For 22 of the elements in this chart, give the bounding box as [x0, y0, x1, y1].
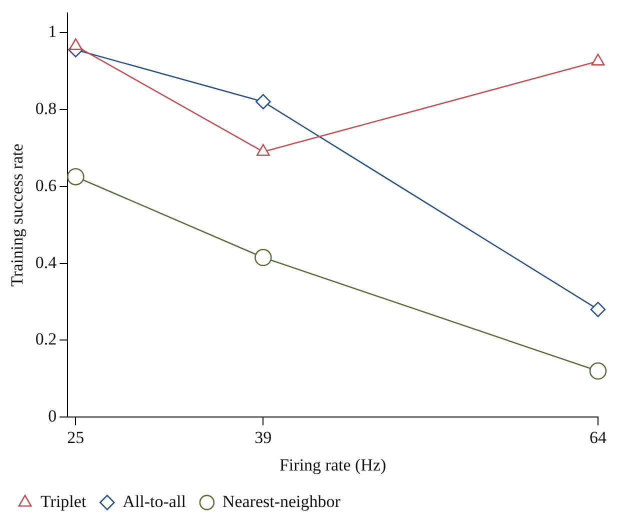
x-tick-label: 39	[254, 428, 272, 447]
y-tick-label: 0	[48, 406, 57, 426]
point	[254, 248, 272, 266]
point	[589, 362, 607, 380]
y-tick-label: 0.6	[35, 176, 57, 195]
point	[256, 144, 270, 156]
point	[68, 38, 82, 50]
y-axis-title: Training success rate	[8, 144, 27, 287]
point	[67, 168, 84, 186]
legend-label: All-to-all	[122, 492, 186, 511]
point	[256, 94, 271, 110]
y-tick-label: 0.8	[35, 98, 57, 118]
x-axis-title: Firing rate (Hz)	[279, 455, 386, 474]
y-tick-label: 0.2	[35, 330, 57, 349]
legend-label: Nearest-neighbor	[222, 492, 341, 511]
x-tick-label: 64	[590, 428, 607, 447]
point	[590, 302, 606, 318]
legend-label: Triplet	[40, 492, 86, 511]
x-tick-label: 25	[67, 428, 84, 447]
y-tick-label: 0.4	[35, 252, 58, 272]
y-tick-label: 1	[48, 22, 57, 41]
point	[591, 54, 605, 66]
